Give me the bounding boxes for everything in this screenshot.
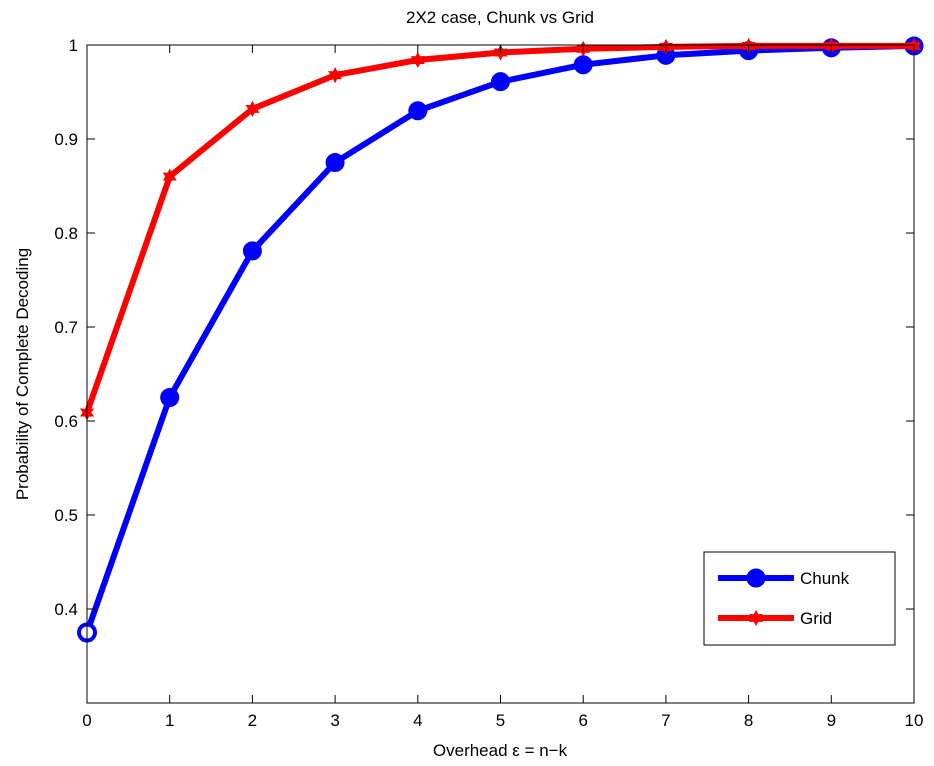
data-point-chunk [408,101,428,121]
legend-label-chunk: Chunk [800,569,850,588]
y-tick-label: 0.9 [54,130,78,149]
x-tick-label: 5 [496,711,505,730]
legend-marker-chunk [746,568,766,588]
data-point-chunk [573,55,593,75]
data-point-chunk [242,241,262,261]
y-tick-label: 0.4 [54,600,78,619]
x-tick-label: 2 [248,711,257,730]
x-tick-label: 7 [661,711,670,730]
series-layer [77,36,924,643]
legend-marker-grid [748,609,764,627]
data-point-grid [328,67,343,84]
x-tick-label: 3 [330,711,339,730]
x-tick-label: 0 [82,711,91,730]
x-tick-label: 9 [827,711,836,730]
y-axis-label: Probability of Complete Decoding [13,248,32,500]
chart-title: 2X2 case, Chunk vs Grid [406,8,594,27]
y-tick-label: 0.7 [54,318,78,337]
data-point-grid [162,168,177,185]
y-tick-label: 0.5 [54,506,78,525]
data-point-chunk [160,388,180,407]
x-tick-label: 4 [413,711,422,730]
axis-ticks: 0 1 2 3 4 5 6 7 8 9 10 0.4 0.5 0.6 0.7 0.8 0.9 1 [54,36,923,730]
series-chunk [77,36,924,643]
x-tick-label: 6 [578,711,587,730]
x-axis-label: Overhead ε = n−k [433,741,568,760]
y-tick-label: 0.8 [54,224,78,243]
legend-label-grid: Grid [800,609,832,628]
y-tick-label: 1 [69,36,78,55]
data-point-grid [410,51,425,69]
x-tick-label: 8 [744,711,753,730]
data-point-chunk [325,153,345,172]
x-tick-label: 1 [165,711,174,730]
y-tick-label: 0.6 [54,412,78,431]
legend: Chunk Grid [703,551,896,646]
x-tick-label: 10 [905,711,924,730]
data-point-chunk [491,72,510,92]
data-point-grid [245,100,260,117]
legend-box [703,551,896,646]
